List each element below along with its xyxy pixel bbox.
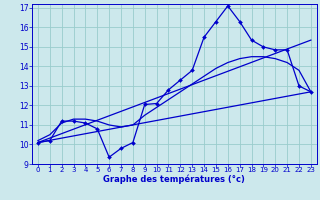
X-axis label: Graphe des températures (°c): Graphe des températures (°c) (103, 175, 245, 184)
